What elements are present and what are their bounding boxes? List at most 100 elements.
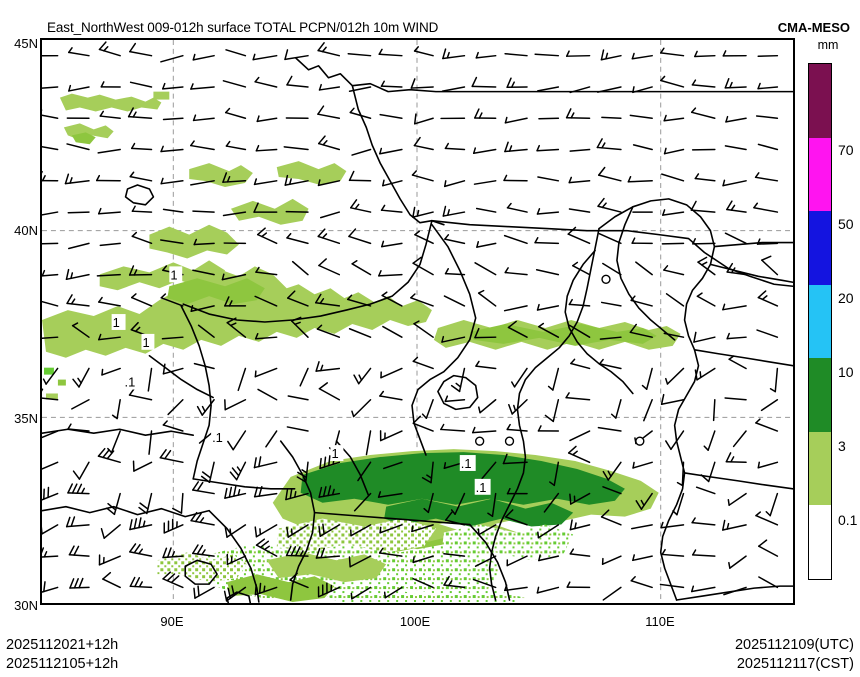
wind-barb-half xyxy=(660,75,666,82)
wind-barb-shaft xyxy=(755,514,779,526)
wind-barb-shaft xyxy=(317,235,341,245)
wind-barb-shaft xyxy=(728,492,747,506)
wind-barb-shaft xyxy=(443,553,466,557)
wind-barb-full xyxy=(318,525,321,538)
wind-barb-shaft xyxy=(286,84,309,88)
wind-barb-full xyxy=(725,452,732,463)
wind-barb-shaft xyxy=(481,461,497,480)
wind-barb-half xyxy=(69,177,73,184)
wind-barb-half xyxy=(138,581,143,588)
wind-barb-shaft xyxy=(570,362,591,370)
colorbar-band-0-0-1 xyxy=(809,505,831,579)
wind-barb-shaft xyxy=(663,148,685,155)
footer-init-time: 2025112021+12h xyxy=(6,637,119,653)
wind-barb-shaft xyxy=(410,86,434,89)
wind-barb-shaft xyxy=(222,80,247,88)
wind-barb-shaft xyxy=(506,555,528,567)
wind-barb-full xyxy=(134,577,141,588)
wind-barb-full xyxy=(70,516,76,527)
wind-barb-half xyxy=(538,322,545,328)
wind-barb-shaft xyxy=(284,180,309,186)
wind-barb-shaft xyxy=(192,117,215,122)
wind-barb-shaft xyxy=(440,428,466,432)
wind-barb-half xyxy=(381,291,388,297)
wind-barb-full xyxy=(328,455,331,467)
wind-barb-half xyxy=(68,84,72,92)
wind-barb-shaft xyxy=(222,180,247,183)
wind-barb-shaft xyxy=(226,524,247,538)
wind-barb-shaft xyxy=(643,398,653,422)
wind-barb-shaft xyxy=(758,576,779,589)
wind-barb-half xyxy=(301,469,308,474)
wind-barb-half xyxy=(199,517,205,524)
wind-barb-half xyxy=(190,140,195,147)
wind-barb-shaft xyxy=(755,422,779,432)
wind-barb-half xyxy=(226,175,231,183)
wind-barb-shaft xyxy=(162,208,184,213)
wind-barb-half xyxy=(537,531,540,539)
wind-barb-full xyxy=(285,545,292,557)
wind-barb-full xyxy=(159,449,167,459)
wind-barb-full xyxy=(318,382,329,390)
wind-barb-full xyxy=(138,506,148,515)
wind-barb-shaft xyxy=(412,422,434,432)
wind-barb-shaft xyxy=(726,208,747,213)
wind-barb-full xyxy=(722,519,726,531)
wind-barb-half xyxy=(728,355,735,360)
wind-barb-half xyxy=(100,81,105,88)
wind-barb-half xyxy=(508,145,513,152)
wind-barb-shaft xyxy=(536,586,560,594)
wind-barb-half xyxy=(696,292,703,298)
wind-barb-shaft xyxy=(162,424,184,432)
wind-barb-full xyxy=(43,581,46,593)
precipitation-shading xyxy=(42,91,681,603)
wind-barb-half xyxy=(694,50,698,58)
wind-barb-shaft xyxy=(505,516,528,526)
wind-barb-half xyxy=(162,82,166,90)
wind-barb-half xyxy=(349,107,355,114)
wind-barb-half xyxy=(190,305,194,313)
wind-barb-full xyxy=(129,576,136,588)
map-plot-area[interactable]: 1 1 1 .1 .1 1 .1 .1 xyxy=(40,38,795,605)
wind-barb-shaft xyxy=(690,209,716,213)
wind-barb-shaft xyxy=(357,461,372,482)
wind-barb-full xyxy=(412,256,422,264)
wind-barb-half xyxy=(663,114,667,122)
wind-barb-half xyxy=(536,208,541,215)
wind-barb-shaft xyxy=(568,303,591,307)
wind-barb-shaft xyxy=(412,262,434,276)
wind-barb-shaft xyxy=(317,49,341,57)
wind-barb-half xyxy=(722,50,727,57)
wind-barb-full xyxy=(322,486,327,498)
wind-barb-half xyxy=(192,114,197,122)
wind-barb-shaft xyxy=(536,211,560,215)
colorbar-band-50-70 xyxy=(809,137,831,212)
wind-barb-half xyxy=(99,110,105,117)
wind-barb-shaft xyxy=(410,297,434,307)
wind-barb-shaft xyxy=(289,579,309,589)
wind-barb-shaft xyxy=(569,553,591,557)
wind-barb-half xyxy=(630,576,636,582)
wind-barb-full xyxy=(258,485,263,497)
wind-barb-shaft xyxy=(71,324,90,338)
wind-barb-half xyxy=(421,413,428,419)
wind-barb-shaft xyxy=(42,86,59,89)
wind-barb-half xyxy=(162,420,168,426)
wind-barb-shaft xyxy=(552,398,560,423)
wind-barb-full xyxy=(421,477,432,484)
wind-barb-half xyxy=(725,115,729,123)
wind-barb-full xyxy=(287,290,296,299)
wind-barb-full xyxy=(286,75,293,86)
wind-barb-full xyxy=(629,323,637,334)
wind-barb-shaft xyxy=(254,367,278,378)
wind-barb-shaft xyxy=(761,259,779,276)
wind-barb-half xyxy=(570,358,576,365)
wind-barb-full xyxy=(193,587,196,599)
wind-barb-full xyxy=(254,584,257,596)
wind-barb-shaft xyxy=(380,85,403,88)
wind-barb-shaft xyxy=(635,261,653,276)
wind-barb-shaft xyxy=(42,586,59,593)
wind-barb-shaft xyxy=(568,208,591,213)
wind-barb-shaft xyxy=(160,54,184,63)
colorbar[interactable] xyxy=(808,63,832,580)
